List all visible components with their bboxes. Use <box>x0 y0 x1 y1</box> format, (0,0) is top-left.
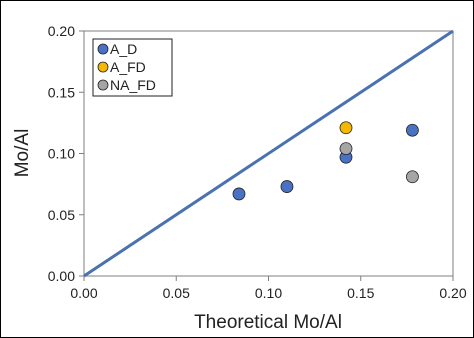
data-point <box>406 170 419 184</box>
x-tick-label: 0.15 <box>347 285 374 301</box>
data-point <box>339 121 353 135</box>
y-tick-label: 0.20 <box>48 23 75 39</box>
x-axis-title: Theoretical Mo/Al <box>194 312 342 333</box>
y-tick-label: 0.15 <box>48 84 75 100</box>
axis-ticks: 0.00 0.05 0.10 0.15 0.20 0.00 0.05 0.10 0.15 0.20 <box>48 23 467 301</box>
data-point <box>280 180 294 193</box>
legend-label: A_FD <box>110 59 146 75</box>
legend-label: A_D <box>110 41 137 57</box>
data-marks <box>83 29 454 278</box>
data-point <box>232 187 246 201</box>
legend-marker <box>97 79 109 91</box>
legend-marker <box>97 61 109 73</box>
x-tick-label: 0.20 <box>439 285 466 301</box>
legend: A_D A_FD NA_FD <box>92 38 173 97</box>
legend-marker <box>97 43 109 55</box>
x-tick-label: 0.10 <box>255 285 282 301</box>
data-point <box>339 142 353 156</box>
y-tick-label: 0.10 <box>48 146 75 162</box>
y-tick-label: 0.00 <box>48 268 75 284</box>
x-tick-label: 0.05 <box>163 285 190 301</box>
y-axis-title: Mo/Al <box>12 129 33 178</box>
y-tick-label: 0.05 <box>48 207 75 223</box>
reference-line <box>83 29 454 278</box>
legend-label: NA_FD <box>110 77 156 93</box>
x-tick-label: 0.00 <box>70 285 97 301</box>
data-point <box>406 123 419 137</box>
